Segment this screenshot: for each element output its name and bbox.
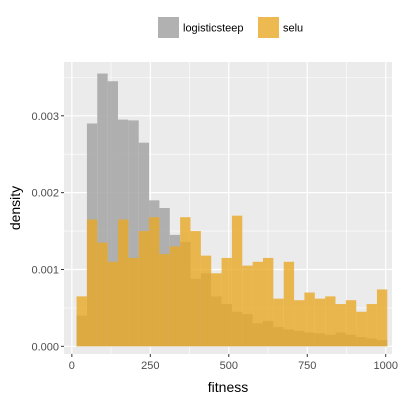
bar-selu	[221, 257, 232, 347]
bar-selu	[107, 261, 118, 347]
bar-selu	[356, 311, 367, 347]
bar-selu	[294, 300, 305, 347]
bar-selu	[335, 304, 346, 347]
x-tick-label: 0	[69, 360, 75, 372]
bar-selu	[314, 298, 326, 347]
bar-logisticsteep	[128, 120, 139, 347]
bar-selu	[325, 296, 336, 347]
bar-selu	[128, 257, 139, 347]
bar-selu	[273, 298, 284, 347]
bar-selu	[86, 219, 98, 347]
x-axis: 0 250 500 750 1000	[69, 354, 398, 372]
bar-selu	[117, 219, 129, 347]
x-tick-label: 750	[298, 360, 316, 372]
bar-selu	[242, 265, 253, 347]
bar-selu	[252, 261, 263, 347]
bar-logisticsteep	[107, 81, 118, 347]
bar-selu	[138, 231, 150, 347]
bar-selu	[169, 246, 181, 347]
y-tick-label: 0.001	[31, 264, 59, 276]
y-tick-label: 0.000	[31, 341, 59, 353]
bar-selu	[366, 304, 377, 347]
histogram-bars	[76, 73, 388, 347]
bar-selu	[304, 292, 315, 347]
legend-key-logisticsteep	[158, 17, 179, 38]
legend-label-logisticsteep: logisticsteep	[183, 23, 244, 35]
bar-selu	[149, 217, 160, 347]
bar-selu	[180, 217, 191, 347]
bar-selu	[262, 257, 274, 347]
legend: logisticsteep selu	[158, 17, 303, 38]
x-tick-label: 250	[141, 360, 159, 372]
y-axis-title: density	[7, 186, 23, 230]
bar-selu	[76, 296, 87, 347]
bar-selu	[376, 289, 388, 347]
x-tick-label: 1000	[373, 360, 397, 372]
bar-selu	[159, 254, 170, 347]
bar-selu	[283, 261, 295, 347]
bar-selu	[211, 273, 222, 347]
bar-selu	[231, 215, 243, 347]
bar-logisticsteep	[97, 73, 108, 347]
y-tick-label: 0.002	[31, 188, 59, 200]
bar-selu	[97, 242, 108, 347]
bar-selu	[345, 300, 357, 347]
bar-selu	[190, 231, 201, 347]
x-axis-title: fitness	[208, 379, 248, 395]
x-tick-label: 500	[220, 360, 238, 372]
legend-key-selu	[258, 17, 279, 38]
y-axis: 0.000 0.001 0.002 0.003	[31, 111, 64, 353]
legend-label-selu: selu	[283, 23, 303, 35]
bar-selu	[200, 255, 212, 347]
y-tick-label: 0.003	[31, 111, 59, 123]
